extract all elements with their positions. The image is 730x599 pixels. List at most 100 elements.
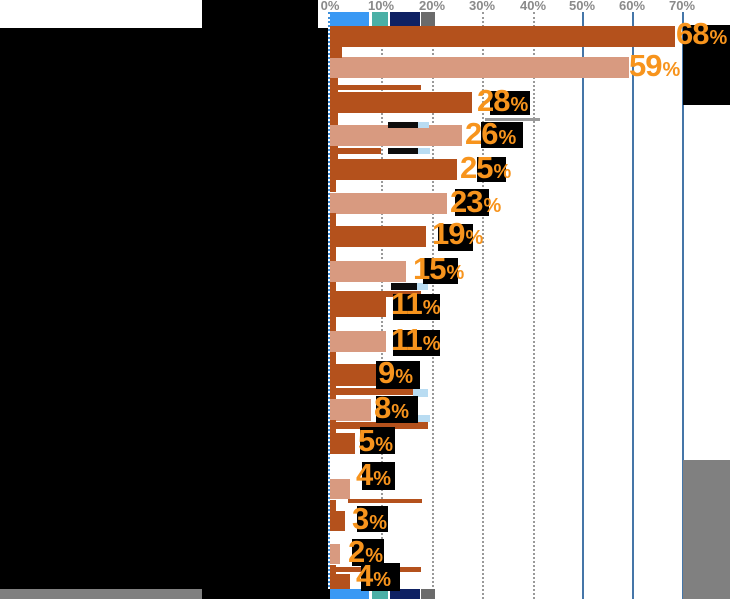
percent-sign: % xyxy=(422,333,441,355)
bar-11%-row10 xyxy=(330,331,386,352)
value-label-digits: 4 xyxy=(356,558,373,593)
value-label-digits: 59 xyxy=(629,48,662,83)
percent-sign: % xyxy=(369,512,388,534)
value-label-digits: 23 xyxy=(450,184,483,219)
overlay-strip-orange xyxy=(330,291,421,297)
value-label-box-11%-row9 xyxy=(393,294,440,320)
value-label-4%-row17: 4% xyxy=(356,558,392,593)
axis-tick-20%: 20% xyxy=(418,0,446,13)
value-label-box-5%-row13 xyxy=(360,427,395,454)
value-label-digits: 4 xyxy=(356,457,373,492)
bar-28%-row3 xyxy=(330,92,472,113)
value-label-3%-row15: 3% xyxy=(352,503,388,534)
value-label-68%-row1: 68% xyxy=(676,16,728,51)
percent-sign: % xyxy=(373,569,392,591)
axis-tick-10%: 10% xyxy=(367,0,395,13)
bar-3%-row15 xyxy=(330,511,345,531)
axis-tick-30%: 30% xyxy=(468,0,496,13)
mask-top-strip xyxy=(202,0,318,28)
value-label-15%-row8: 15% xyxy=(413,251,465,286)
bar-4%-row17 xyxy=(330,574,350,589)
value-label-box-19%-row7 xyxy=(438,224,473,251)
strip-bottom-separator xyxy=(388,589,390,599)
overlay-strip-orange xyxy=(330,46,342,58)
value-label-box-4%-row17 xyxy=(361,563,400,591)
axis-baseline-0pct xyxy=(328,12,330,599)
overlay-strip-orange xyxy=(330,148,381,154)
overlay-line-gray xyxy=(485,118,540,121)
mask-category-labels xyxy=(0,28,328,589)
mask-top-right-block xyxy=(683,25,730,105)
value-label-digits: 15 xyxy=(413,251,446,286)
strip-top-navy-segment xyxy=(390,12,420,26)
overlay-strip-orange xyxy=(330,352,336,364)
value-label-59%-row2: 59% xyxy=(629,48,681,83)
overlay-strip-orange xyxy=(330,213,336,226)
percent-sign: % xyxy=(510,94,529,116)
percent-sign: % xyxy=(391,401,410,423)
value-label-digits: 8 xyxy=(374,390,391,425)
overlay-marker-lightblue xyxy=(417,283,428,290)
value-label-25%-row5: 25% xyxy=(460,150,512,185)
strip-top-blue-segment xyxy=(330,12,369,26)
bar-5%-row13 xyxy=(330,433,355,454)
value-label-digits: 11 xyxy=(391,286,423,321)
strip-top-separator xyxy=(388,12,390,26)
mask-bottom-strip xyxy=(202,589,330,599)
value-label-digits: 2 xyxy=(348,534,365,569)
value-label-box-25%-row5 xyxy=(477,157,506,182)
bar-19%-row7 xyxy=(330,226,426,247)
overlay-marker-lightblue xyxy=(418,415,430,422)
strip-bottom-blue-segment xyxy=(330,589,369,599)
axis-tick-50%: 50% xyxy=(568,0,596,13)
overlay-marker-lightblue xyxy=(418,148,430,154)
overlay-marker-black xyxy=(391,283,417,290)
value-label-box-8%-row12 xyxy=(376,396,418,423)
value-label-5%-row13: 5% xyxy=(358,423,394,458)
percent-sign: % xyxy=(375,434,394,456)
percent-sign: % xyxy=(662,59,681,81)
bar-8%-row12 xyxy=(330,399,371,421)
value-label-19%-row7: 19% xyxy=(432,218,483,249)
gridline-70% xyxy=(682,12,684,599)
value-label-11%-row10: 11% xyxy=(391,322,441,357)
axis-tick-40%: 40% xyxy=(519,0,547,13)
overlay-strip-orange xyxy=(330,500,336,511)
axis-tick-0%: 0% xyxy=(320,0,340,13)
value-label-box-9%-row11 xyxy=(376,361,420,389)
value-label-26%-row4: 26% xyxy=(465,116,517,151)
overlay-marker-lightblue xyxy=(418,122,429,128)
percent-sign: % xyxy=(365,545,384,567)
value-label-digits: 5 xyxy=(358,423,375,458)
value-label-11%-row9: 11% xyxy=(391,286,441,321)
value-label-digits: 11 xyxy=(391,322,423,357)
gridline-50% xyxy=(582,12,584,599)
value-label-23%-row6: 23% xyxy=(450,184,501,219)
strip-bottom-gray-segment xyxy=(421,589,435,599)
value-label-box-2%-row16 xyxy=(352,539,384,566)
strip-bottom-separator xyxy=(369,589,371,599)
axis-tick-70%: 70% xyxy=(668,0,696,13)
value-label-box-3%-row15 xyxy=(357,506,388,532)
value-label-28%-row3: 28% xyxy=(477,83,529,118)
percent-sign: % xyxy=(422,297,441,319)
value-label-box-11%-row10 xyxy=(393,330,440,356)
bar-9%-row11 xyxy=(330,364,376,386)
value-label-digits: 26 xyxy=(465,116,498,151)
value-label-digits: 25 xyxy=(460,150,493,185)
value-label-digits: 68 xyxy=(676,16,709,51)
bar-11%-row9 xyxy=(330,296,386,317)
bar-25%-row5 xyxy=(330,159,457,180)
gridline-60% xyxy=(632,12,634,599)
overlay-strip-orange xyxy=(330,388,413,395)
value-label-box-15%-row8 xyxy=(423,258,458,284)
overlay-strip-orange xyxy=(330,422,428,429)
strip-top-teal-segment xyxy=(372,12,388,26)
percent-sign: % xyxy=(498,127,517,149)
percent-sign: % xyxy=(446,262,465,284)
overlay-strip-orange xyxy=(330,282,336,291)
value-label-digits: 28 xyxy=(477,83,510,118)
percent-sign: % xyxy=(493,161,512,183)
percent-sign: % xyxy=(709,27,728,49)
